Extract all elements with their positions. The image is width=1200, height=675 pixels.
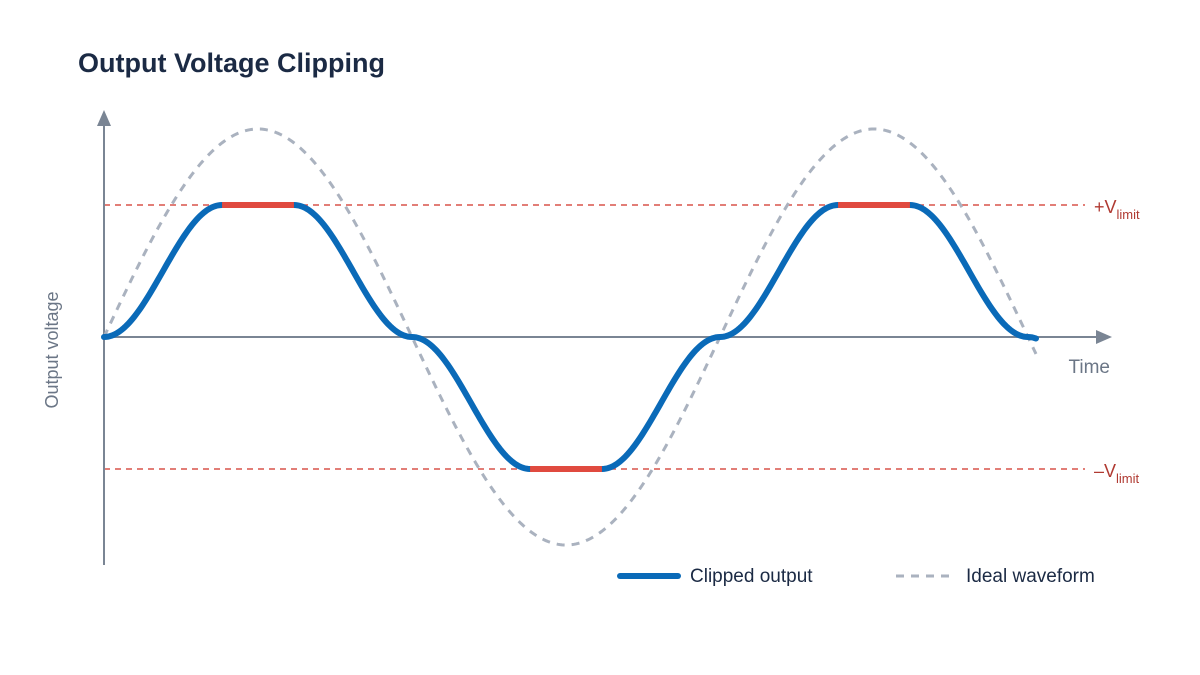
upper-limit-sub: limit [1117, 207, 1140, 222]
upper-limit-main: +V [1094, 197, 1117, 217]
legend-label-ideal: Ideal waveform [966, 566, 1095, 587]
upper-limit-label: +Vlimit [1094, 197, 1140, 222]
y-axis-arrow [97, 110, 111, 126]
x-axis-arrow [1096, 330, 1112, 344]
legend-label-clipped: Clipped output [690, 566, 813, 587]
lower-limit-sub: limit [1116, 471, 1139, 486]
lower-limit-main: –V [1094, 461, 1116, 481]
clipped-segments [222, 202, 910, 472]
x-axis-label: Time [1068, 357, 1110, 378]
y-axis-label: Output voltage [42, 291, 62, 408]
lower-limit-label: –Vlimit [1094, 461, 1140, 486]
title: Output Voltage Clipping [78, 48, 385, 78]
